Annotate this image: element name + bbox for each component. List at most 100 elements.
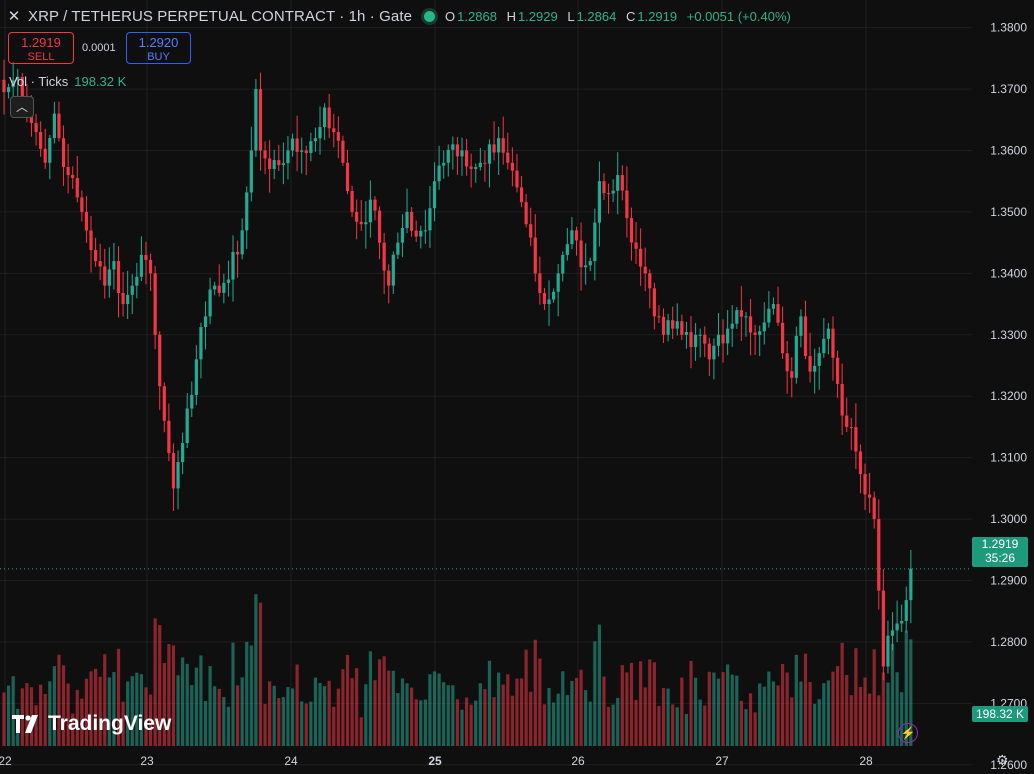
price-axis: 1.3800 1.3700 1.3600 1.3500 1.3400 1.3300 1.32… (990, 21, 1027, 772)
candle-body (121, 292, 125, 305)
candle-body (510, 162, 514, 171)
candle-body (813, 365, 817, 372)
candle-body (323, 107, 327, 128)
candle-body (419, 230, 423, 237)
candle-body (194, 359, 198, 395)
candle-body (625, 190, 629, 219)
volume-bar (671, 704, 675, 746)
candle-body (258, 89, 263, 151)
volume-bar (368, 651, 372, 746)
lightning-icon[interactable]: ⚡ (898, 723, 918, 743)
volume-bar (295, 664, 299, 746)
candle-body (790, 371, 794, 378)
candle-body (400, 228, 405, 243)
candle-body (341, 140, 345, 163)
candle-body (542, 293, 547, 305)
volume-bar (222, 697, 226, 746)
candle-body (822, 338, 826, 354)
candle-body (304, 150, 308, 153)
ohlc-values: O 1.2868 H 1.2929 L 1.2864 C 1.2919 +0.0051 … (445, 8, 791, 24)
volume-bar (290, 688, 295, 746)
candle-body (364, 222, 368, 225)
price-tick-label: 1.3400 (990, 266, 1027, 280)
volume-bar (277, 698, 281, 746)
volume-legend[interactable]: Vol · Ticks 198.32 K (9, 74, 126, 89)
volume-bar (661, 687, 666, 746)
volume-bar (235, 685, 240, 746)
high-value: 1.2929 (517, 8, 558, 24)
volume-bar (739, 700, 743, 746)
volume-bar (808, 682, 812, 746)
candle-body (277, 160, 281, 166)
candle-body (405, 211, 409, 229)
last-price-value: 1.2919 (981, 537, 1019, 551)
sell-button[interactable]: 1.2919 SELL (8, 32, 74, 64)
symbol-title[interactable]: XRP / TETHERUS PERPETUAL CONTRACT · 1h ·… (28, 7, 413, 25)
volume-bar (492, 697, 496, 746)
buy-button[interactable]: 1.2920 BUY (126, 32, 191, 64)
volume-bar (52, 666, 56, 746)
x-icon[interactable]: ✕ (7, 8, 21, 25)
candle-body (831, 328, 835, 358)
open-value: 1.2868 (457, 8, 497, 24)
candle-body (16, 76, 20, 81)
volume-bar (707, 671, 711, 746)
volume-bar (318, 682, 322, 746)
volume-bar (909, 639, 913, 746)
candle-body (602, 181, 606, 194)
candle-body (245, 192, 249, 231)
candle-body (799, 316, 803, 336)
collapse-legend-button[interactable]: ︿ (10, 96, 34, 118)
candle-body (190, 394, 194, 409)
candle-body (840, 383, 844, 416)
gear-icon[interactable]: ⚙ (996, 752, 1009, 768)
volume-bar (643, 687, 647, 746)
volume-bar (185, 663, 189, 746)
volume-bar (176, 675, 180, 746)
volume-bar (561, 671, 565, 746)
volume-legend-label: Vol · Ticks (9, 74, 69, 89)
last-price-label: 1.2919 35:26 (972, 537, 1028, 567)
candle-body (451, 144, 455, 150)
tradingview-logo[interactable]: TradingView (12, 712, 171, 736)
candle-body (593, 222, 597, 262)
volume-bar (735, 675, 739, 746)
candle-body (432, 181, 437, 209)
candle-body (698, 334, 702, 336)
candle-body (845, 415, 849, 427)
volume-bar (542, 704, 547, 746)
candle-body (226, 279, 231, 283)
volume-bar (213, 686, 217, 746)
volume-bar (510, 695, 514, 746)
candle-body (497, 138, 501, 153)
volume-bar (139, 674, 143, 746)
tradingview-logo-icon (12, 715, 38, 733)
candle-body (327, 107, 331, 129)
candle-body (263, 150, 267, 159)
volume-bar (6, 685, 11, 746)
volume-bar (858, 686, 863, 746)
candle-body (144, 254, 148, 260)
candle-body (863, 474, 867, 495)
volume-bar (648, 659, 652, 746)
candle-body (744, 316, 748, 318)
candle-body (533, 237, 537, 274)
candle-body (281, 163, 285, 166)
candle-body (11, 80, 15, 88)
volume-bar (258, 602, 263, 746)
volume-bar (281, 697, 285, 746)
volume-bar (208, 665, 212, 746)
volume-bar (332, 706, 336, 746)
volume-bar (71, 713, 75, 746)
candle-body (689, 332, 693, 348)
candle-body (57, 113, 61, 139)
volume-bar (881, 672, 885, 746)
candle-body (629, 218, 634, 243)
candle-body (446, 149, 450, 163)
volume-bar (135, 672, 139, 746)
volume-bar (144, 687, 148, 746)
volume-bar (584, 690, 588, 746)
volume-bar (171, 645, 176, 746)
candle-body (657, 316, 661, 318)
